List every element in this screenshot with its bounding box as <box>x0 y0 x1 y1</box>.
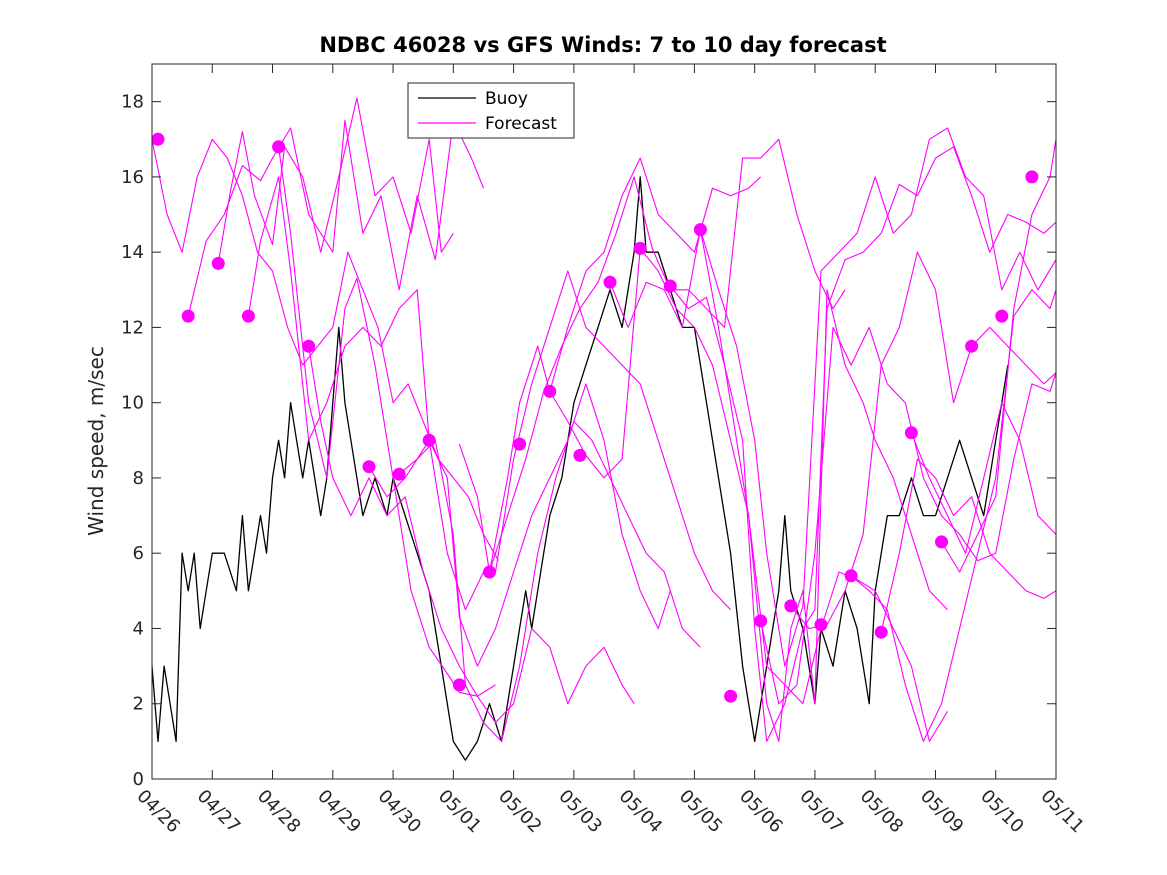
x-tick-label: 05/09 <box>916 786 968 838</box>
forecast-series-line-2 <box>187 119 485 317</box>
forecast-series-line-15 <box>699 127 1057 667</box>
forecast-marker-23 <box>874 625 888 639</box>
forecast-series-line-10 <box>458 157 762 573</box>
x-tick-label: 04/27 <box>193 786 245 838</box>
y-tick-label: 10 <box>121 393 144 414</box>
forecast-marker-26 <box>965 339 979 353</box>
forecast-marker-20 <box>784 599 798 613</box>
y-tick-label: 4 <box>133 618 144 639</box>
y-tick-label: 0 <box>133 769 144 790</box>
forecast-marker-0 <box>151 132 165 146</box>
forecast-series-line-8 <box>398 420 701 742</box>
x-tick-label: 04/28 <box>253 786 305 838</box>
forecast-series-line-3 <box>217 97 454 264</box>
forecast-marker-11 <box>513 437 527 451</box>
x-tick-label: 05/05 <box>675 786 727 838</box>
x-tick-label: 04/30 <box>374 786 426 838</box>
x-tick-label: 05/07 <box>795 786 847 838</box>
forecast-marker-25 <box>935 535 948 549</box>
legend-box <box>407 82 575 139</box>
forecast-marker-28 <box>1025 170 1039 184</box>
forecast-series-line-20 <box>910 402 1057 554</box>
x-tick-label: 05/02 <box>494 786 546 838</box>
y-tick-label: 18 <box>121 92 144 113</box>
forecast-series-line-6 <box>308 346 635 724</box>
chart-title: NDBC 46028 vs GFS Winds: 7 to 10 day for… <box>319 33 886 57</box>
y-tick-label: 2 <box>133 694 144 715</box>
forecast-marker-27 <box>995 309 1009 323</box>
forecast-series-line-14 <box>669 146 1057 742</box>
y-tick-label: 16 <box>121 167 144 188</box>
legend-label-forecast: Forecast <box>485 114 557 134</box>
axes-frame <box>151 63 1057 780</box>
forecast-series-line-18 <box>850 289 1057 742</box>
forecast-marker-14 <box>603 275 617 289</box>
forecast-marker-21 <box>814 618 828 632</box>
x-tick-label: 05/10 <box>976 786 1028 838</box>
forecast-marker-12 <box>543 384 557 398</box>
legend-label-buoy: Buoy <box>485 89 528 109</box>
y-tick-label: 6 <box>133 543 144 564</box>
x-tick-label: 05/08 <box>856 786 908 838</box>
forecast-marker-10 <box>483 565 496 579</box>
forecast-marker-15 <box>633 241 647 255</box>
forecast-series-line-19 <box>880 458 1057 633</box>
x-tick-label: 05/11 <box>1036 786 1088 838</box>
plot-background <box>152 64 1056 779</box>
forecast-series-line-1 <box>151 138 499 561</box>
x-tick-label: 05/01 <box>434 786 486 838</box>
forecast-series-line-21 <box>941 139 1057 573</box>
plot-area <box>151 64 1057 779</box>
x-tick-label: 05/03 <box>554 786 606 838</box>
x-tick-label: 04/26 <box>132 786 184 838</box>
forecast-marker-6 <box>362 460 376 474</box>
forecast-marker-22 <box>844 569 858 583</box>
forecast-marker-8 <box>422 433 436 447</box>
forecast-marker-16 <box>663 279 677 293</box>
forecast-marker-17 <box>693 223 707 237</box>
forecast-marker-4 <box>272 140 286 154</box>
buoy-series-line <box>151 176 1009 761</box>
y-tick-label: 12 <box>121 317 144 338</box>
forecast-marker-3 <box>241 309 255 323</box>
forecast-marker-1 <box>181 309 195 323</box>
x-tick-label: 04/29 <box>313 786 365 838</box>
forecast-marker-2 <box>211 256 225 270</box>
forecast-marker-19 <box>754 614 768 628</box>
forecast-marker-18 <box>724 689 738 703</box>
forecast-series-line-17 <box>790 251 1057 630</box>
forecast-marker-24 <box>904 426 918 440</box>
forecast-marker-9 <box>452 678 466 692</box>
forecast-series-line-13 <box>609 229 948 742</box>
y-tick-label: 14 <box>121 242 144 263</box>
legend: Buoy Forecast <box>407 82 575 139</box>
forecast-marker-13 <box>573 448 587 462</box>
forecast-series-line-7 <box>368 383 671 667</box>
forecast-marker-5 <box>302 339 316 353</box>
forecast-marker-7 <box>392 467 406 481</box>
x-tick-label: 05/06 <box>735 786 787 838</box>
y-axis-label: Wind speed, m/sec <box>84 346 108 536</box>
forecast-series-line-4 <box>247 176 430 441</box>
x-tick-label: 05/04 <box>615 786 667 838</box>
y-tick-label: 8 <box>133 468 144 489</box>
